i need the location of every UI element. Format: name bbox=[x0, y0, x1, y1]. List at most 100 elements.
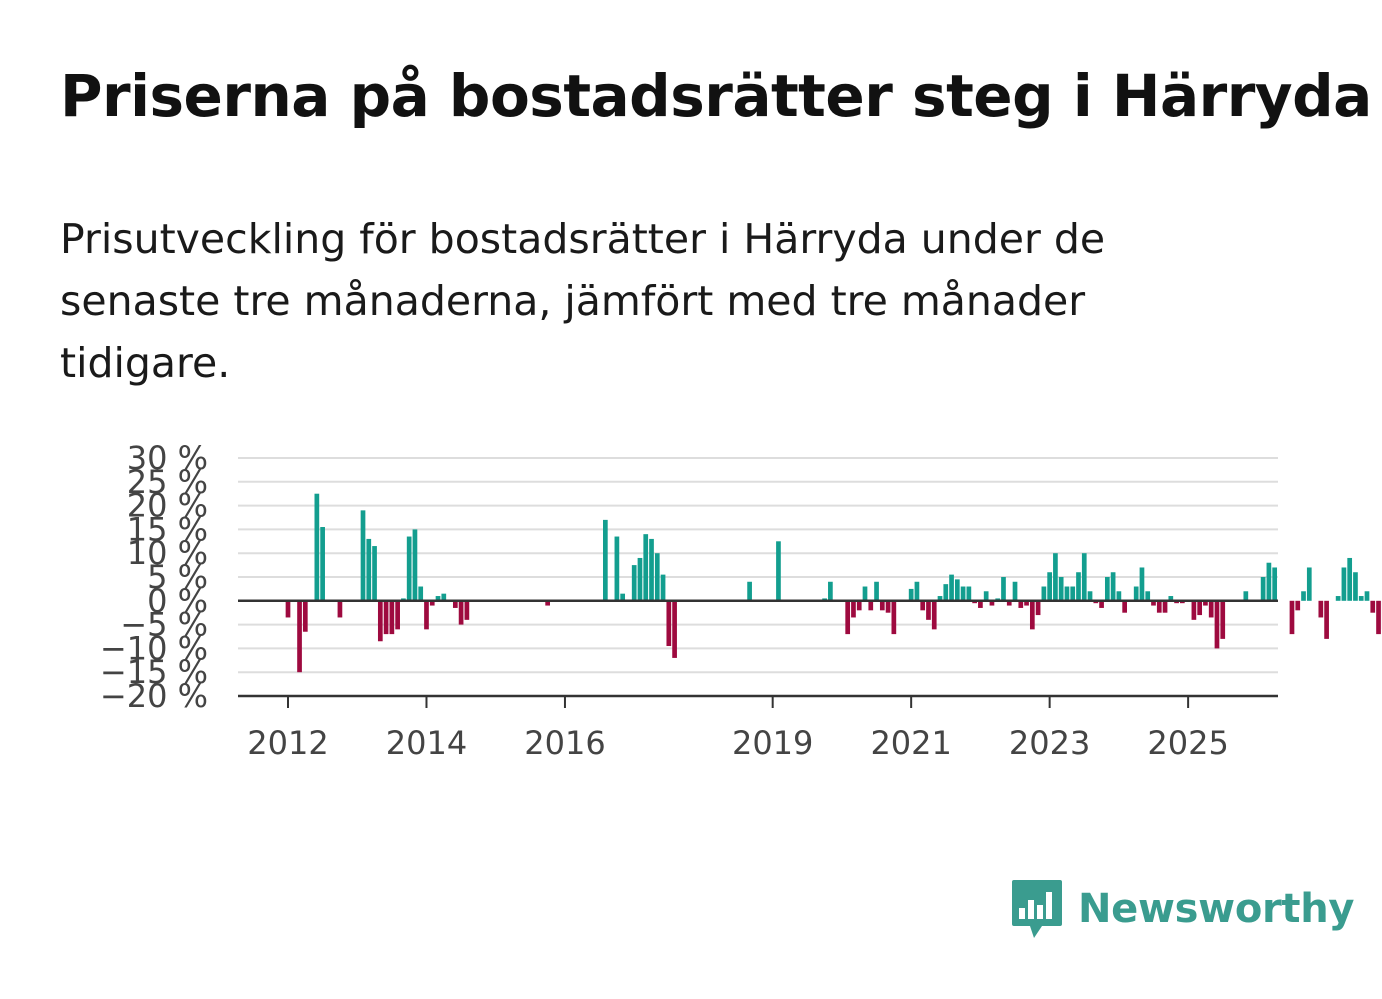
bar-negative bbox=[545, 600, 550, 606]
bar-positive bbox=[1058, 577, 1064, 601]
bar-positive bbox=[1347, 557, 1353, 601]
bar-positive bbox=[874, 581, 879, 601]
bar-negative bbox=[891, 600, 897, 635]
bar-negative bbox=[1024, 600, 1029, 606]
bar-negative bbox=[989, 600, 995, 606]
bar-negative bbox=[1099, 600, 1104, 608]
x-tick-label: 2021 bbox=[870, 724, 951, 762]
x-tick-label: 2016 bbox=[524, 724, 605, 762]
bar-negative bbox=[885, 600, 891, 613]
x-tick-label: 2014 bbox=[386, 724, 467, 762]
bar-negative bbox=[1197, 600, 1203, 616]
y-tick-label: 15 % bbox=[127, 510, 208, 548]
bar-chart-speech-bubble-icon bbox=[1012, 880, 1062, 938]
bar-negative bbox=[1006, 600, 1012, 606]
bar-positive bbox=[435, 596, 441, 601]
bar-negative bbox=[464, 600, 470, 620]
bar-negative bbox=[931, 600, 937, 630]
bar-positive bbox=[1064, 586, 1070, 601]
bar-positive bbox=[1364, 591, 1370, 601]
bar-negative bbox=[429, 600, 435, 606]
bar-positive bbox=[1145, 591, 1151, 601]
bar-negative bbox=[666, 600, 672, 647]
bar-negative bbox=[1376, 600, 1381, 635]
bar-negative bbox=[1289, 600, 1295, 635]
bar-positive bbox=[1168, 596, 1174, 601]
bar-positive bbox=[1341, 567, 1347, 601]
y-tick-label: 30 % bbox=[127, 439, 208, 477]
bar-positive bbox=[1012, 581, 1018, 601]
bar-positive bbox=[660, 574, 666, 601]
bar-negative bbox=[926, 600, 931, 620]
bar-negative bbox=[1370, 600, 1376, 613]
bar-negative bbox=[1151, 600, 1156, 606]
y-tick-label: −20 % bbox=[100, 677, 208, 715]
bar-positive bbox=[1260, 577, 1266, 601]
bar-positive bbox=[1070, 586, 1076, 601]
bar-positive bbox=[862, 586, 868, 601]
bar-positive bbox=[412, 529, 418, 601]
bar-positive bbox=[1087, 591, 1093, 601]
y-tick-label: 5 % bbox=[147, 558, 208, 596]
bar-positive bbox=[1041, 586, 1047, 601]
bar-positive bbox=[637, 557, 643, 601]
bar-negative bbox=[458, 600, 464, 625]
bar-negative bbox=[389, 600, 395, 635]
bar-negative bbox=[1220, 600, 1226, 639]
gridlines bbox=[238, 457, 1278, 674]
bar-positive bbox=[406, 536, 412, 601]
bar-positive bbox=[1133, 586, 1139, 601]
bar-positive bbox=[1116, 591, 1122, 601]
page-title: Priserna på bostadsrätter steg i Härryda bbox=[60, 62, 1372, 130]
bar-positive bbox=[631, 565, 637, 601]
bar-negative bbox=[424, 600, 429, 630]
bar-positive bbox=[320, 527, 325, 601]
logo-wordmark: Newsworthy bbox=[1078, 886, 1355, 932]
bar-negative bbox=[383, 600, 389, 635]
bar-positive bbox=[1053, 553, 1058, 601]
bar-positive bbox=[1081, 553, 1087, 601]
bar-positive bbox=[949, 574, 954, 601]
bar-positive bbox=[360, 510, 366, 601]
price-change-bar-chart: 30 %25 %20 %15 %10 %5 %0 %−5 %−10 %−15 %… bbox=[100, 439, 1382, 762]
bar-positive bbox=[1272, 567, 1278, 601]
bar-positive bbox=[1139, 567, 1145, 601]
bar-negative bbox=[1318, 600, 1324, 618]
bar-negative bbox=[1295, 600, 1301, 611]
bar-negative bbox=[1156, 600, 1162, 613]
latest-value-label: 9 % bbox=[1381, 506, 1382, 544]
y-tick-label: 0 % bbox=[147, 582, 208, 620]
x-tick-label: 2025 bbox=[1147, 724, 1228, 762]
bar-positive bbox=[776, 541, 781, 601]
bar-negative bbox=[1029, 600, 1035, 630]
bar-negative bbox=[978, 600, 983, 608]
bar-positive bbox=[828, 581, 833, 601]
x-axis-tick-labels: 2012 2014 2016 2019 2021 2023 2025 bbox=[247, 696, 1229, 762]
y-tick-label: −15 % bbox=[100, 653, 208, 691]
bar-negative bbox=[1018, 600, 1024, 608]
y-tick-label: −10 % bbox=[100, 629, 208, 667]
bar-positive bbox=[366, 538, 372, 601]
bar-negative bbox=[395, 600, 400, 630]
bar-positive bbox=[643, 534, 649, 601]
bar-positive bbox=[1353, 572, 1358, 601]
bar-negative bbox=[1214, 600, 1220, 649]
bar-negative bbox=[851, 600, 856, 618]
bar-negative bbox=[845, 600, 851, 635]
bar-positive bbox=[943, 584, 949, 601]
bar-positive bbox=[954, 579, 960, 601]
bar-positive bbox=[1110, 572, 1116, 601]
bar-negative bbox=[377, 600, 383, 642]
bar-negative bbox=[452, 600, 458, 608]
bar-positive bbox=[1076, 572, 1081, 601]
bar-positive bbox=[314, 493, 320, 601]
bar-negative bbox=[868, 600, 874, 611]
bar-positive bbox=[914, 581, 920, 601]
bar-positive bbox=[983, 591, 989, 601]
x-tick-label: 2019 bbox=[732, 724, 813, 762]
axis-lines bbox=[238, 599, 1278, 698]
y-tick-label: 25 % bbox=[127, 463, 208, 501]
bar-positive bbox=[654, 553, 660, 601]
y-axis-tick-labels: 30 %25 %20 %15 %10 %5 %0 %−5 %−10 %−15 %… bbox=[100, 439, 208, 715]
y-tick-label: 10 % bbox=[127, 534, 208, 572]
